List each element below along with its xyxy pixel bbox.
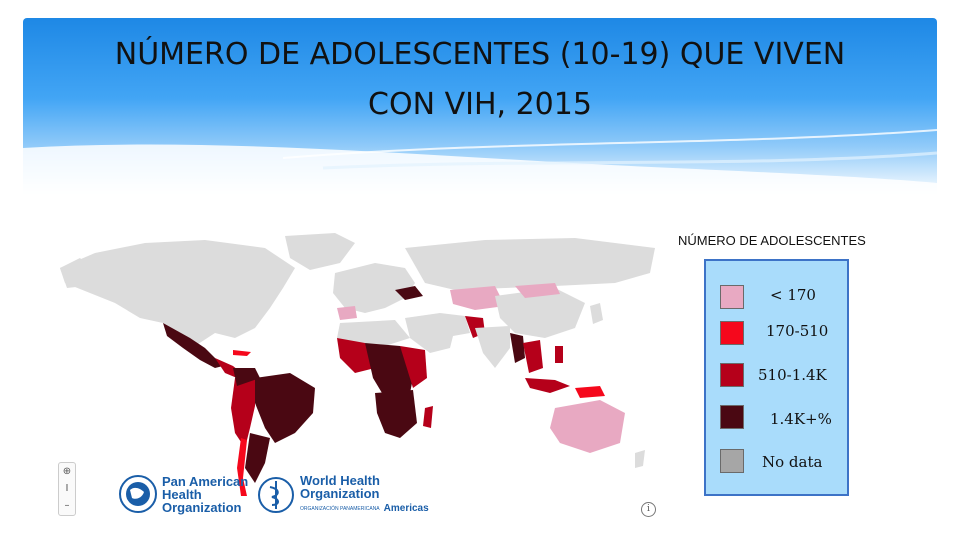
region-cuba[interactable] — [233, 350, 251, 356]
region-papua[interactable] — [575, 386, 605, 398]
region-india[interactable] — [475, 326, 510, 368]
region-southeast-asia[interactable] — [523, 340, 543, 373]
region-new-zealand[interactable] — [635, 450, 645, 468]
legend-label-medium: 170-510 — [766, 322, 829, 340]
legend-swatch-medium — [720, 321, 744, 345]
paho-logo: Pan American Health Organization — [118, 474, 248, 514]
region-europe[interactable] — [333, 263, 415, 313]
region-iran[interactable] — [440, 313, 470, 336]
legend-swatch-high — [720, 363, 744, 387]
paho-globe-icon — [119, 475, 157, 513]
region-southern-africa[interactable] — [375, 390, 417, 438]
region-philippines[interactable] — [555, 346, 563, 363]
region-colombia[interactable] — [233, 368, 260, 386]
paho-name-line-3: Organization — [162, 499, 242, 515]
legend-label-no-data: No data — [762, 453, 823, 471]
legend-item — [720, 363, 744, 387]
region-greenland[interactable] — [285, 233, 355, 270]
region-australia[interactable] — [550, 400, 625, 453]
paho-name-line-1: Pan American — [162, 473, 249, 489]
legend-item — [720, 449, 744, 473]
who-name-line-3: Americas — [383, 503, 429, 514]
region-myanmar[interactable] — [510, 333, 525, 363]
region-brazil[interactable] — [255, 373, 315, 443]
region-north-america[interactable] — [60, 240, 295, 346]
region-chile[interactable] — [237, 438, 247, 496]
legend-title: NÚMERO DE ADOLESCENTES — [678, 233, 866, 248]
legend-item — [720, 285, 744, 309]
who-logo: World Health Organization ORGANIZACIÓN P… — [256, 474, 429, 515]
region-andes[interactable] — [231, 378, 255, 448]
who-name-line-1: World Health — [300, 473, 380, 488]
map-zoom-control: ⊕ I – — [58, 462, 76, 516]
map-home-button[interactable]: ⊕ — [62, 465, 72, 477]
legend-label-low: < 170 — [770, 286, 816, 304]
world-map[interactable] — [55, 228, 660, 520]
region-alaska[interactable] — [60, 258, 95, 288]
legend-label-high: 510-1.4K — [758, 366, 827, 384]
region-indonesia[interactable] — [525, 378, 570, 393]
who-sub-text: ORGANIZACIÓN PANAMERICANA — [300, 505, 380, 512]
banner-swoosh — [23, 129, 937, 196]
map-zoom-out-button[interactable]: – — [64, 500, 70, 512]
legend-swatch-low — [720, 285, 744, 309]
title-banner — [23, 18, 937, 196]
page-title: NÚMERO DE ADOLESCENTES (10-19) QUE VIVEN… — [23, 30, 937, 130]
who-name-line-2: Organization — [300, 486, 380, 501]
region-japan[interactable] — [590, 303, 603, 324]
region-mongolia[interactable] — [515, 283, 560, 298]
title-line-1: NÚMERO DE ADOLESCENTES (10-19) QUE VIVEN — [114, 37, 846, 72]
region-russia[interactable] — [405, 238, 655, 290]
world-map-svg — [60, 233, 655, 496]
title-line-2: CON VIH, 2015 — [368, 87, 592, 122]
region-middle-east[interactable] — [405, 313, 455, 353]
region-china[interactable] — [495, 288, 585, 338]
region-spain[interactable] — [337, 306, 357, 320]
region-east-africa[interactable] — [400, 346, 427, 388]
who-emblem-icon — [258, 476, 294, 513]
region-north-africa[interactable] — [337, 320, 410, 348]
region-central-africa[interactable] — [365, 343, 415, 398]
legend-label-very-high: 1.4K+% — [770, 410, 832, 428]
map-legend: < 170 170-510 510-1.4K 1.4K+% No data — [704, 259, 849, 496]
legend-swatch-no-data — [720, 449, 744, 473]
legend-item — [720, 405, 744, 429]
paho-name-line-2: Health — [162, 486, 202, 502]
region-argentina[interactable] — [245, 433, 270, 483]
region-madagascar[interactable] — [423, 406, 433, 428]
region-kazakhstan[interactable] — [450, 286, 505, 310]
legend-item — [720, 321, 744, 345]
region-ukraine[interactable] — [395, 286, 423, 300]
map-zoom-in-button[interactable]: I — [65, 482, 69, 494]
region-mexico[interactable] — [163, 323, 223, 368]
region-west-africa[interactable] — [337, 338, 375, 373]
legend-swatch-very-high — [720, 405, 744, 429]
info-icon[interactable]: i — [641, 502, 656, 517]
